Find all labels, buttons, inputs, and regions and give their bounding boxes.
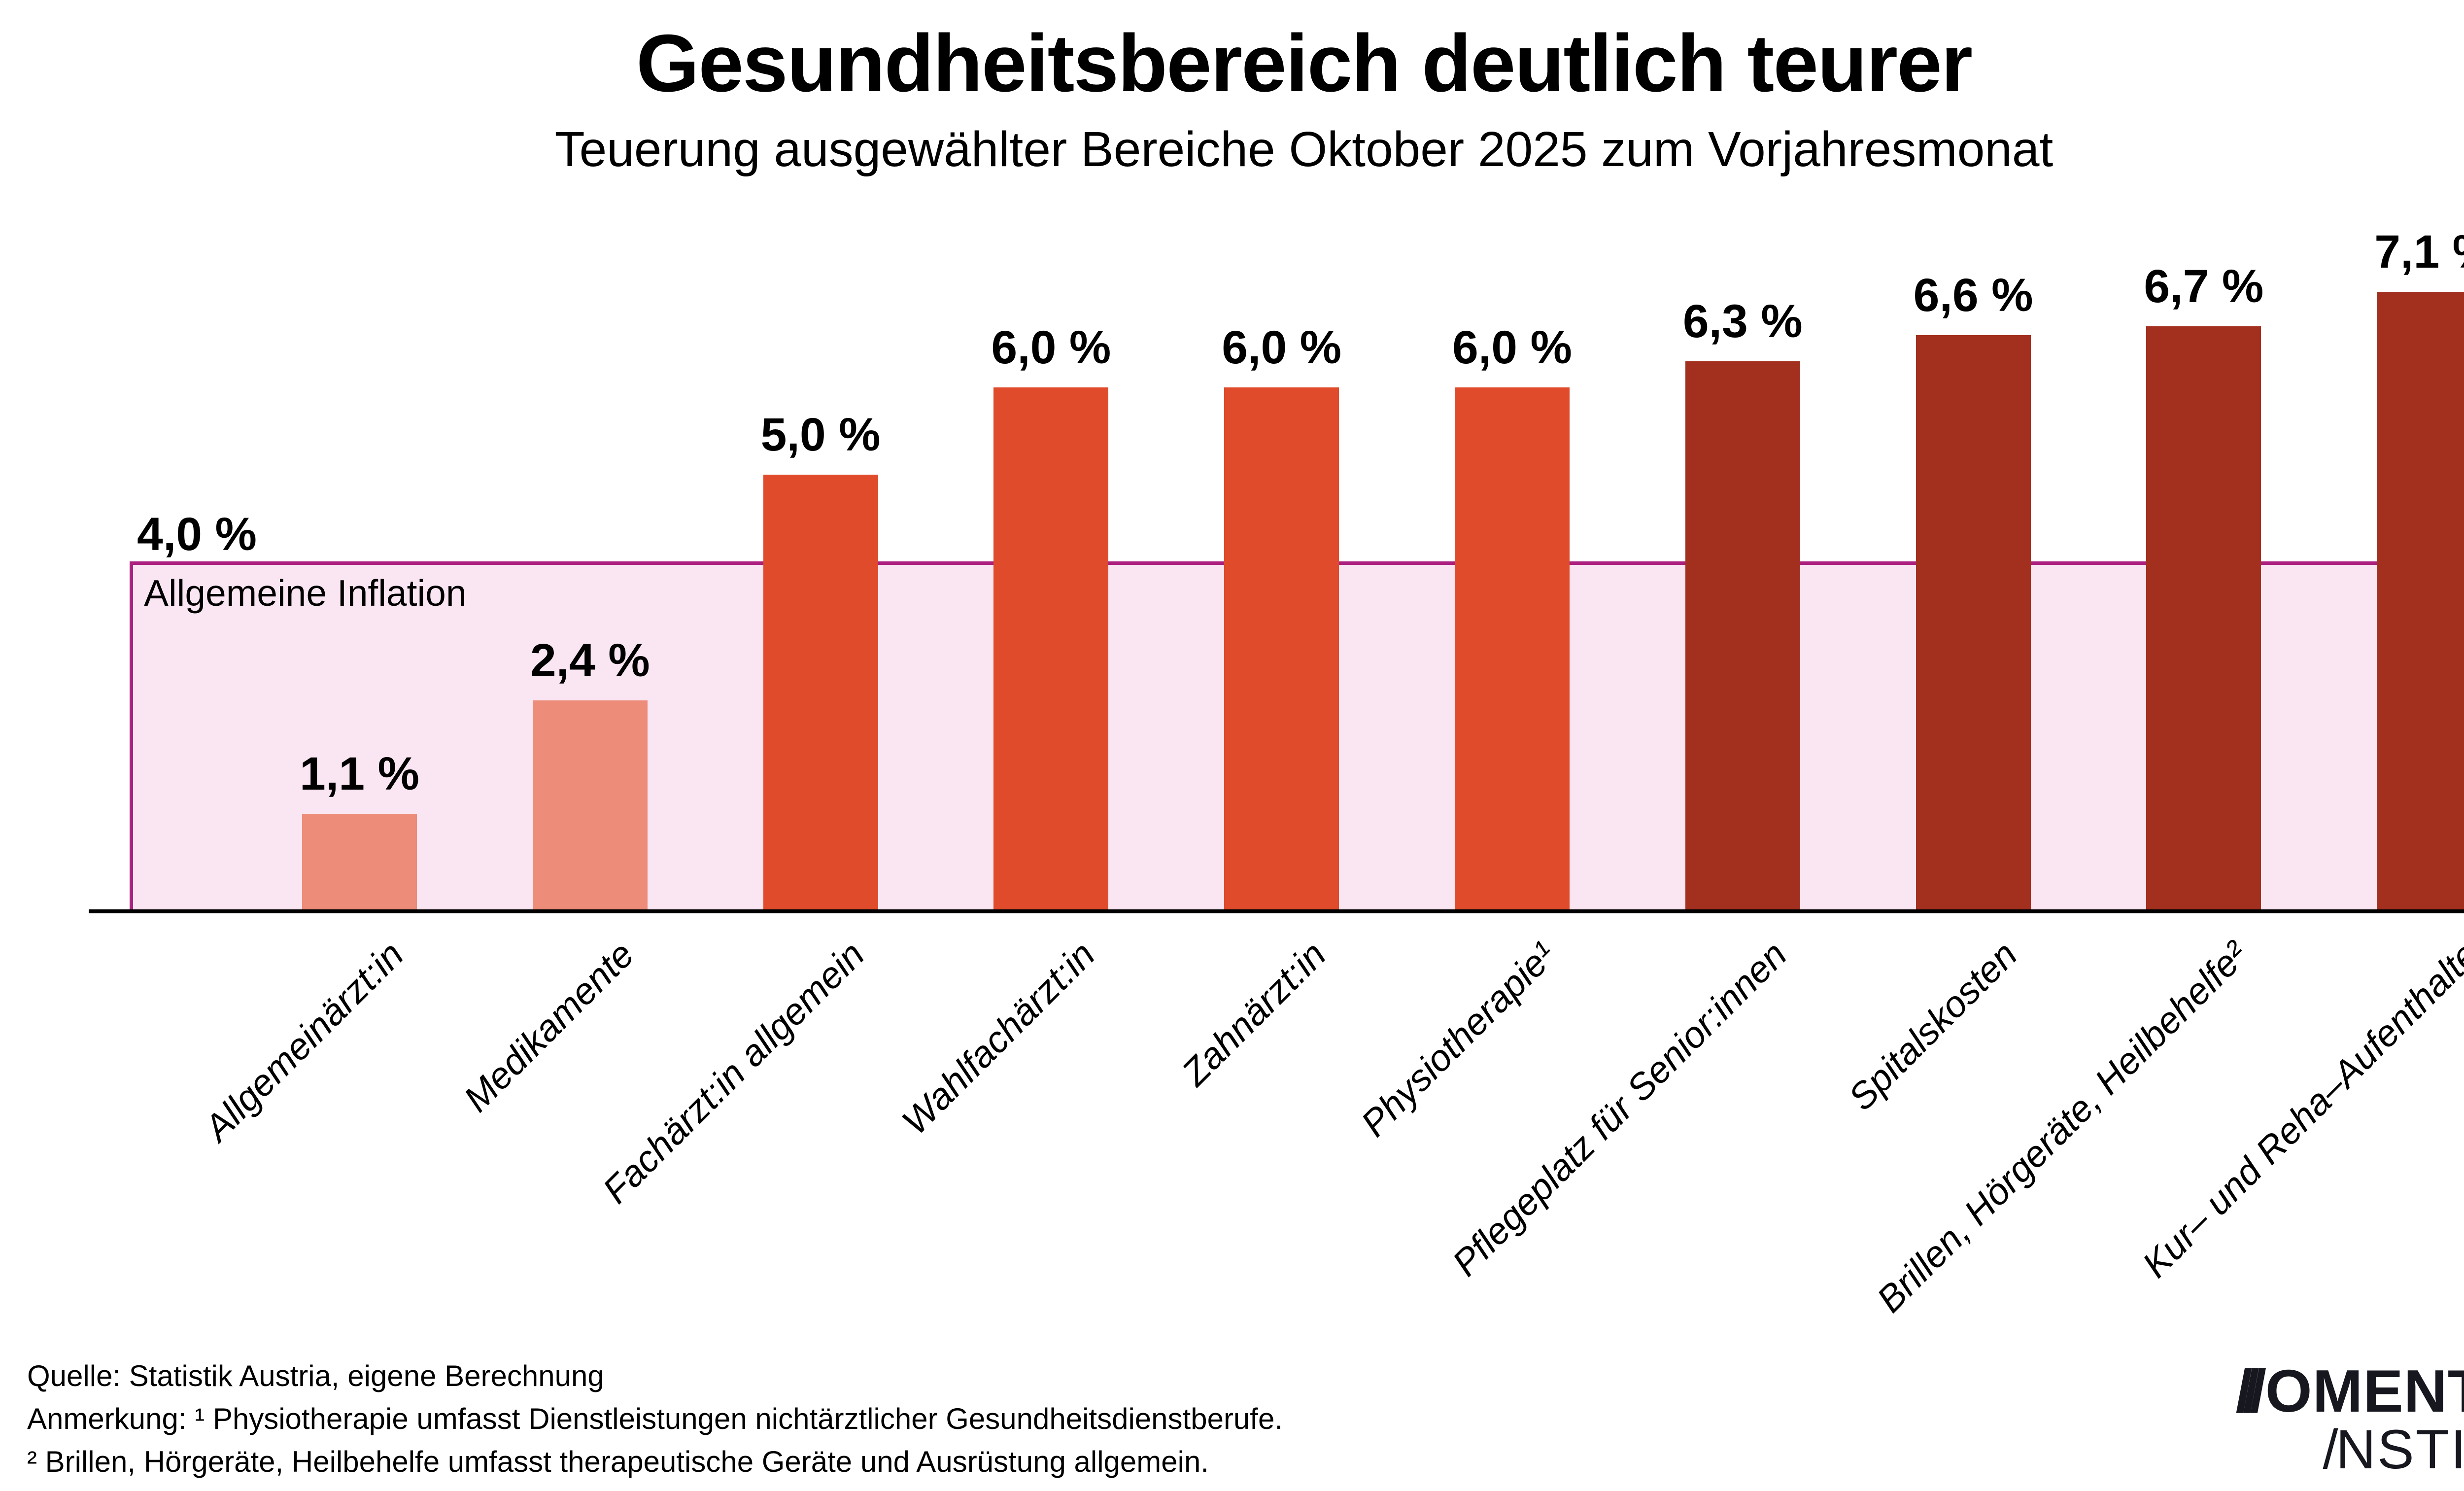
bar-value-label: 5,0 % bbox=[760, 408, 881, 461]
x-axis-category-label: Physiotherapie¹ bbox=[1353, 933, 1564, 1144]
bar bbox=[763, 474, 878, 909]
page-title: Gesundheitsbereich deutlich teurer bbox=[636, 18, 1973, 108]
x-axis-category-label: Wahlfachärzt:in bbox=[894, 933, 1103, 1143]
x-axis-line bbox=[89, 909, 2464, 913]
bar-value-label: 6,3 % bbox=[1682, 295, 1803, 348]
x-axis-category-label: Fachärzt:in allgemein bbox=[594, 933, 873, 1212]
chart-subtitle: Teuerung ausgewählter Bereiche Oktober 2… bbox=[554, 122, 2053, 177]
x-axis-category-label: Allgemeinärzt:in bbox=[196, 933, 411, 1149]
bar-value-label: 6,0 % bbox=[1222, 321, 1342, 374]
bar-value-label: 1,1 % bbox=[300, 747, 419, 800]
bar-value-label: 6,0 % bbox=[991, 321, 1111, 374]
logo-line-institut: /NSTITUT bbox=[2323, 1419, 2464, 1480]
bar bbox=[2377, 291, 2464, 909]
x-axis-category-label: Brillen, Hörgeräte, Heilbehelfe² bbox=[1869, 933, 2256, 1320]
inflation-band-label: Allgemeine Inflation bbox=[144, 572, 467, 614]
bar-value-label: 6,0 % bbox=[1452, 321, 1572, 374]
bar bbox=[1224, 387, 1339, 909]
bar bbox=[1455, 387, 1570, 909]
momentum-institut-logo: ///OMENTUM /NSTITUT bbox=[2236, 1361, 2464, 1479]
bar-value-label: 7,1 % bbox=[2374, 225, 2464, 278]
source-note: Quelle: Statistik Austria, eigene Berech… bbox=[27, 1359, 1283, 1478]
bar bbox=[1685, 361, 1800, 909]
bar bbox=[993, 387, 1109, 909]
bar bbox=[2146, 326, 2261, 909]
logo-line-momentum: ///OMENTUM bbox=[2235, 1357, 2464, 1424]
x-axis-category-label: Spitalskosten bbox=[1840, 933, 2025, 1118]
bar bbox=[302, 813, 417, 909]
x-axis-category-label: Zahnärzt:in bbox=[1173, 933, 1334, 1094]
bar-value-label: 2,4 % bbox=[530, 634, 650, 687]
bar-value-label: 6,6 % bbox=[1913, 269, 2033, 322]
bar-value-label: 6,7 % bbox=[2144, 260, 2264, 313]
bar bbox=[1916, 335, 2031, 909]
logo-m-slashes-icon: /// bbox=[2235, 1357, 2267, 1424]
inflation-value-label: 4,0 % bbox=[137, 508, 257, 560]
x-axis-category-label: Medikamente bbox=[455, 933, 642, 1120]
bar bbox=[532, 700, 648, 909]
logo-i-slash-icon: / bbox=[2323, 1419, 2338, 1480]
